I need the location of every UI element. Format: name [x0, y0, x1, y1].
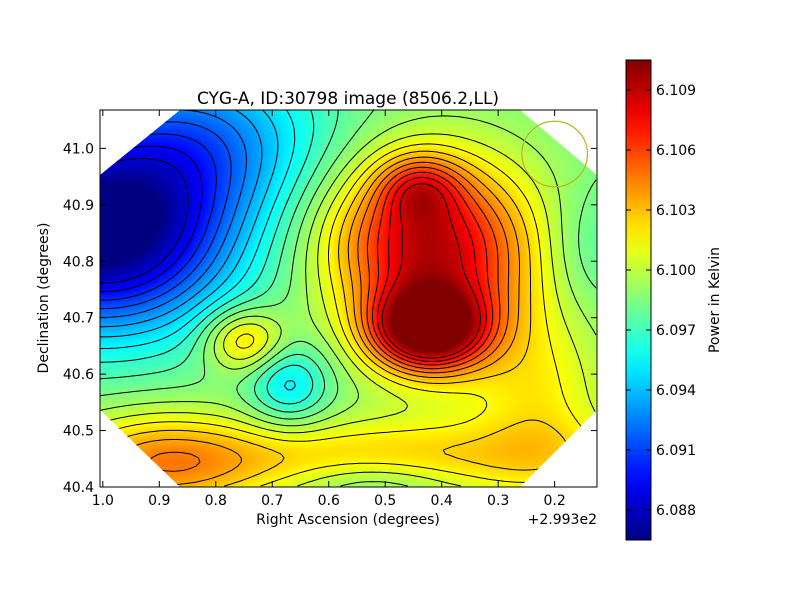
y-axis-label: Declination (degrees) — [36, 223, 52, 374]
y-tick-label: 40.8 — [63, 254, 94, 270]
y-axis: 40.4 40.5 40.6 40.7 40.8 40.9 41.0 — [63, 141, 597, 496]
colorbar-tick-label: 6.109 — [656, 83, 696, 99]
contour-line — [381, 183, 481, 359]
colorbar-tick-label: 6.091 — [656, 443, 696, 459]
contour-line — [100, 110, 247, 318]
colorbar-tick-label: 6.097 — [656, 323, 696, 339]
beam-circle — [521, 120, 589, 188]
contour-line — [100, 133, 597, 487]
y-tick-label: 40.7 — [63, 311, 94, 327]
y-tick-label: 40.4 — [63, 480, 94, 496]
x-tick-label: 0.6 — [318, 493, 340, 509]
contour-line — [149, 161, 510, 472]
x-axis: 1.0 0.9 0.8 0.7 0.6 0.5 0.4 0.3 0.2 — [92, 110, 566, 509]
colorbar-tick-label: 6.106 — [656, 143, 696, 159]
x-tick-label: 0.4 — [431, 493, 453, 509]
colorbar-tick-label: 6.103 — [656, 203, 696, 219]
chart-title: CYG-A, ID:30798 image (8506.2,LL) — [197, 89, 499, 109]
contour-line — [372, 171, 494, 366]
contour-line — [100, 110, 339, 413]
x-tick-label: 0.3 — [487, 493, 509, 509]
x-tick-label: 0.2 — [544, 493, 566, 509]
colorbar-tick-label: 6.100 — [656, 263, 696, 279]
x-tick-label: 0.5 — [374, 493, 396, 509]
y-tick-label: 40.9 — [63, 198, 94, 214]
contour-line — [100, 158, 189, 284]
x-tick-label: 1.0 — [92, 493, 114, 509]
contour-line — [376, 177, 487, 362]
y-tick-label: 40.6 — [63, 367, 94, 383]
y-tick-label: 40.5 — [63, 424, 94, 440]
colorbar-tick-label: 6.088 — [656, 503, 696, 519]
colorbar-tick-label: 6.094 — [656, 383, 696, 399]
x-axis-label: Right Ascension (degrees) — [256, 512, 440, 528]
x-tick-label: 0.8 — [205, 493, 227, 509]
contour-line — [117, 156, 520, 486]
x-tick-label: 0.9 — [148, 493, 170, 509]
x-tick-label: 0.7 — [261, 493, 283, 509]
x-offset-label: +2.993e2 — [528, 512, 597, 528]
contour-line — [100, 110, 315, 405]
contour-line — [100, 110, 597, 420]
contour-line — [100, 115, 597, 487]
y-tick-label: 41.0 — [63, 141, 94, 157]
contour-line — [100, 133, 217, 301]
contour-line — [100, 110, 279, 338]
contour-line — [100, 110, 296, 391]
contour-line — [366, 166, 501, 370]
colorbar-gradient — [625, 59, 652, 541]
colorbar: 6.088 6.091 6.094 6.097 6.100 6.103 6.106 6.109… — [625, 59, 723, 541]
plot-area — [99, 109, 598, 488]
plot-frame — [99, 109, 598, 488]
colorbar-ticks: 6.088 6.091 6.094 6.097 6.100 6.103 6.106 6.109 — [626, 83, 696, 519]
colorbar-label: Power in Kelvin — [707, 247, 723, 353]
